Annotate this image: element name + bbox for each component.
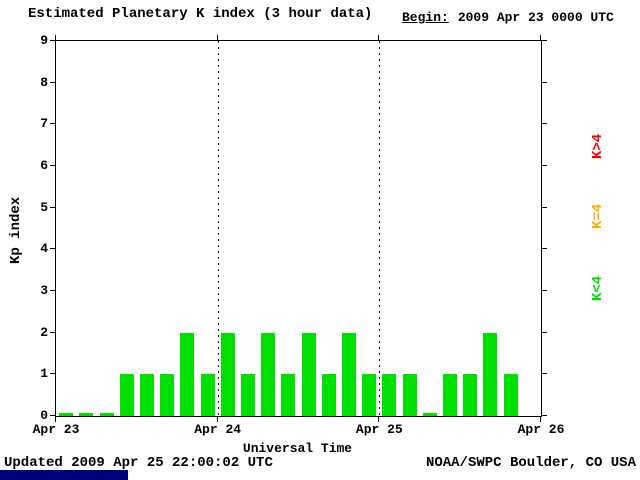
y-tick-label: 9 (40, 33, 48, 48)
begin-value: 2009 Apr 23 0000 UTC (457, 10, 614, 25)
y-tick-mark (541, 40, 547, 41)
y-tick-label: 8 (40, 74, 48, 90)
y-tick-mark (541, 81, 547, 83)
y-tick-mark (541, 331, 547, 333)
grid-line-dotted (217, 41, 219, 416)
x-tick-mark (378, 35, 380, 41)
y-tick-mark (541, 290, 547, 291)
y-tick-mark (50, 40, 56, 41)
bottom-left-blue-bar (0, 470, 128, 480)
begin-label: Begin: 2009 Apr 23 0000 UTC (402, 10, 614, 25)
y-tick-mark (50, 373, 56, 375)
chart-title: Estimated Planetary K index (3 hour data… (28, 6, 373, 22)
y-tick-label: 7 (40, 116, 48, 132)
y-tick-mark (50, 81, 56, 83)
legend-k-gt-4: K>4 (590, 133, 606, 159)
kp-bar (402, 374, 417, 416)
kp-bar (261, 332, 276, 416)
y-tick-mark (50, 206, 56, 208)
y-tick-mark (541, 415, 547, 416)
kp-bar (483, 332, 498, 416)
x-tick-mark (540, 416, 541, 422)
kp-bar (119, 374, 134, 416)
kp-bar (180, 332, 195, 416)
y-tick-label: 5 (40, 199, 48, 215)
y-tick-mark (50, 290, 56, 291)
x-tick-mark (55, 416, 56, 422)
y-tick-label: 4 (40, 241, 48, 257)
y-tick-mark (50, 331, 56, 333)
kp-bar (342, 332, 357, 416)
x-tick-mark (216, 416, 218, 422)
kp-bar (422, 413, 437, 416)
kp-bar (59, 413, 74, 416)
kp-bar (281, 374, 296, 416)
kp-bar (503, 374, 518, 416)
x-tick-mark (540, 35, 541, 41)
kp-bar (362, 374, 377, 416)
kp-bar (321, 374, 336, 416)
y-tick-label: 3 (40, 283, 48, 298)
kp-bar (79, 413, 94, 416)
credit-text: NOAA/SWPC Boulder, CO USA (425, 455, 636, 471)
updated-timestamp: Updated 2009 Apr 25 22:00:02 UTC (4, 455, 273, 471)
y-tick-mark (50, 123, 56, 125)
kp-bar (99, 413, 114, 416)
y-tick-label: 0 (40, 408, 48, 423)
x-axis-title: Universal Time (242, 441, 353, 456)
y-tick-label: 2 (40, 324, 48, 340)
kp-bar (139, 374, 154, 416)
plot-area: 0 1 2 3 4 5 6 7 8 9 Apr 23 Apr 24 Apr 25 Apr 26 (33, 33, 565, 437)
y-tick-label: 6 (40, 158, 48, 173)
x-tick-label: Apr 25 (355, 422, 403, 437)
x-tick-mark (378, 416, 380, 422)
kp-bar (160, 374, 175, 416)
y-tick-mark (541, 248, 547, 250)
kp-bar (200, 374, 215, 416)
x-tick-label: Apr 23 (32, 422, 80, 437)
grid-line-dotted (379, 41, 381, 416)
kp-bar (301, 332, 316, 416)
y-tick-mark (50, 248, 56, 250)
y-tick-mark (50, 165, 56, 166)
kp-bar (463, 374, 478, 416)
legend-k-lt-4: K<4 (590, 275, 606, 301)
y-tick-mark (50, 415, 56, 416)
kp-bar (443, 374, 458, 416)
x-tick-label: Apr 26 (517, 422, 565, 437)
legend-k-eq-4: K=4 (590, 203, 606, 229)
y-tick-label: 1 (40, 366, 48, 382)
begin-key: Begin: (402, 10, 449, 25)
y-tick-mark (541, 373, 547, 375)
kp-bar (382, 374, 397, 416)
x-tick-label: Apr 24 (194, 422, 242, 437)
kp-bar (220, 332, 235, 416)
y-tick-mark (541, 206, 547, 208)
y-tick-mark (541, 165, 547, 166)
kp-bar (240, 374, 255, 416)
y-tick-mark (541, 123, 547, 125)
x-tick-mark (216, 35, 218, 41)
x-tick-mark (55, 35, 56, 41)
